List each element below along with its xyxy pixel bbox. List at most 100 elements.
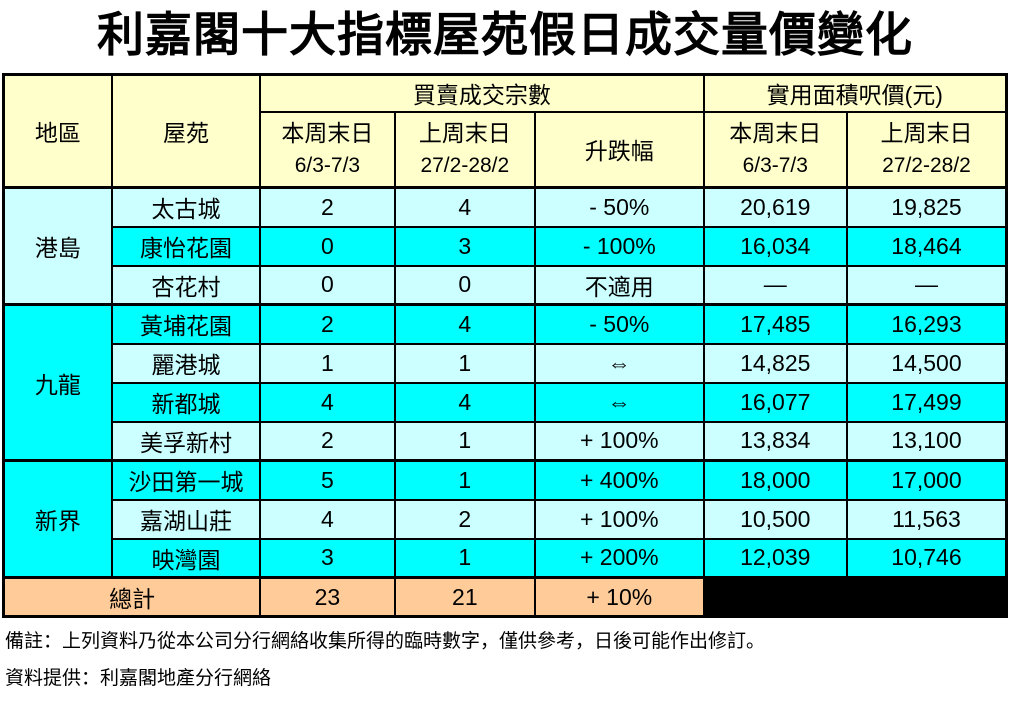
tx-this-week-cell: 0 bbox=[259, 264, 396, 306]
estate-cell: 麗港城 bbox=[110, 342, 262, 384]
price-last-week-cell: 17,000 bbox=[845, 459, 1008, 501]
header-price-this-week: 本周末日 6/3-7/3 bbox=[702, 110, 848, 189]
tx-this-week-cell: 5 bbox=[259, 459, 396, 501]
price-last-week-cell: 19,825 bbox=[845, 186, 1008, 228]
price-last-week-cell: 14,500 bbox=[845, 342, 1008, 384]
table-row: 杏花村 0 0 不適用 — — bbox=[4, 264, 1008, 306]
total-tx-last-week: 21 bbox=[393, 576, 537, 618]
tx-last-week-cell: 4 bbox=[393, 303, 537, 345]
page-title: 利嘉閣十大指標屋苑假日成交量價變化 bbox=[97, 8, 913, 61]
table-row: 美孚新村 2 1 + 100% 13,834 13,100 bbox=[4, 420, 1008, 462]
estate-cell: 美孚新村 bbox=[110, 420, 262, 462]
tx-this-week-cell: 2 bbox=[259, 303, 396, 345]
total-change: + 10% bbox=[534, 576, 705, 618]
estate-cell: 沙田第一城 bbox=[110, 459, 262, 501]
header-price-group: 實用面積呎價(元) bbox=[702, 73, 1008, 113]
tx-this-week-cell: 1 bbox=[259, 342, 396, 384]
transactions-table: 地區 屋苑 買賣成交宗數 實用面積呎價(元) 本周末日 6/3-7/3 上周末日… bbox=[2, 73, 1008, 619]
change-cell: + 400% bbox=[534, 459, 705, 501]
header-tx-last-week-dates: 27/2-28/2 bbox=[420, 153, 510, 177]
header-price-last-week: 上周末日 27/2-28/2 bbox=[845, 110, 1008, 189]
price-last-week-cell: 17,499 bbox=[845, 381, 1008, 423]
change-cell: + 100% bbox=[534, 420, 705, 462]
header-tx-this-week-label: 本周末日 bbox=[281, 120, 374, 147]
header-tx-last-week: 上周末日 27/2-28/2 bbox=[393, 110, 537, 189]
change-cell: + 200% bbox=[534, 537, 705, 579]
change-cell: ⇔ bbox=[534, 342, 705, 384]
price-this-week-cell: 14,825 bbox=[702, 342, 848, 384]
price-this-week-cell: 20,619 bbox=[702, 186, 848, 228]
estate-cell: 映灣園 bbox=[110, 537, 262, 579]
table-total: 總計 23 21 + 10% bbox=[2, 576, 1008, 618]
table-row: 新都城 4 4 ⇔ 16,077 17,499 bbox=[4, 381, 1008, 423]
price-last-week-cell: 11,563 bbox=[845, 498, 1008, 540]
header-price-this-week-label: 本周末日 bbox=[729, 120, 822, 147]
estate-cell: 黃埔花園 bbox=[110, 303, 262, 345]
header-tx-this-week: 本周末日 6/3-7/3 bbox=[259, 110, 396, 189]
header-price-last-week-label: 上周末日 bbox=[880, 120, 973, 147]
table-row: 九龍 黃埔花園 2 4- 50% 17,485 16,293 bbox=[2, 303, 1008, 462]
region-cell: 港島 bbox=[2, 186, 113, 306]
header-change: 升跌幅 bbox=[534, 110, 705, 189]
tx-last-week-cell: 3 bbox=[393, 225, 537, 267]
price-last-week-cell: 16,293 bbox=[845, 303, 1008, 345]
tx-last-week-cell: 4 bbox=[393, 381, 537, 423]
source-note: 資料提供：利嘉閣地產分行網絡 bbox=[5, 668, 272, 690]
table-row: 麗港城 1 1 ⇔ 14,825 14,500 bbox=[4, 342, 1008, 384]
price-this-week-cell: 17,485 bbox=[702, 303, 848, 345]
table-row: 嘉湖山莊 4 2 + 100% 10,500 11,563 bbox=[4, 498, 1008, 540]
header-price-last-week-dates: 27/2-28/2 bbox=[882, 153, 971, 177]
header-region: 地區 bbox=[2, 73, 113, 189]
header-tx-this-week-dates: 6/3-7/3 bbox=[294, 153, 361, 177]
tx-last-week-cell: 0 bbox=[393, 264, 537, 306]
change-cell: 不適用 bbox=[534, 264, 705, 306]
change-cell: - 50% bbox=[534, 303, 705, 345]
estate-cell: 新都城 bbox=[110, 381, 262, 423]
footnote: 備註：上列資料乃從本公司分行網絡收集所得的臨時數字，僅供參考，日後可能作出修訂。 bbox=[5, 631, 766, 653]
header-transactions-group: 買賣成交宗數 bbox=[259, 73, 705, 113]
price-this-week-cell: 16,077 bbox=[702, 381, 848, 423]
header-estate: 屋苑 bbox=[110, 73, 262, 189]
table-row: 康怡花園 0 3- 100% 16,034 18,464 bbox=[4, 225, 1008, 267]
change-cell: - 100% bbox=[534, 225, 705, 267]
region-cell: 九龍 bbox=[2, 303, 113, 462]
table-header: 地區 屋苑 買賣成交宗數 實用面積呎價(元) 本周末日 6/3-7/3 上周末日… bbox=[2, 73, 1008, 189]
total-tx-this-week: 23 bbox=[259, 576, 396, 618]
tx-last-week-cell: 1 bbox=[393, 342, 537, 384]
table-row: 港島 太古城 2 4- 50% 20,619 19,825 bbox=[2, 186, 1008, 306]
table-row: 新界 沙田第一城 5 1 + 400% 18,000 17,000 bbox=[2, 459, 1008, 579]
tx-last-week-cell: 1 bbox=[393, 459, 537, 501]
header-tx-last-week-label: 上周末日 bbox=[418, 120, 511, 147]
price-this-week-cell: 10,500 bbox=[702, 498, 848, 540]
price-last-week-cell: 10,746 bbox=[845, 537, 1008, 579]
tx-this-week-cell: 3 bbox=[259, 537, 396, 579]
tx-this-week-cell: 2 bbox=[259, 420, 396, 462]
price-last-week-cell: 18,464 bbox=[845, 225, 1008, 267]
price-this-week-cell: 18,000 bbox=[702, 459, 848, 501]
tx-this-week-cell: 0 bbox=[259, 225, 396, 267]
region-cell: 新界 bbox=[2, 459, 113, 579]
estate-cell: 嘉湖山莊 bbox=[110, 498, 262, 540]
tx-last-week-cell: 1 bbox=[393, 537, 537, 579]
tx-last-week-cell: 1 bbox=[393, 420, 537, 462]
change-cell: + 100% bbox=[534, 498, 705, 540]
total-label: 總計 bbox=[2, 576, 262, 618]
price-this-week-cell: 12,039 bbox=[702, 537, 848, 579]
price-this-week-cell: 13,834 bbox=[702, 420, 848, 462]
price-last-week-cell: 13,100 bbox=[845, 420, 1008, 462]
tx-this-week-cell: 2 bbox=[259, 186, 396, 228]
tx-this-week-cell: 4 bbox=[259, 381, 396, 423]
change-cell: - 50% bbox=[534, 186, 705, 228]
tx-last-week-cell: 4 bbox=[393, 186, 537, 228]
total-blank-cell bbox=[702, 576, 1008, 618]
estate-cell: 康怡花園 bbox=[110, 225, 262, 267]
table-body: 港島 太古城 2 4- 50% 20,619 19,825 康怡花園 0 3- 100% 16,0… bbox=[2, 186, 1008, 579]
price-this-week-cell: 16,034 bbox=[702, 225, 848, 267]
tx-this-week-cell: 4 bbox=[259, 498, 396, 540]
header-price-this-week-dates: 6/3-7/3 bbox=[742, 153, 808, 177]
estate-cell: 太古城 bbox=[110, 186, 262, 228]
estate-cell: 杏花村 bbox=[110, 264, 262, 306]
tx-last-week-cell: 2 bbox=[393, 498, 537, 540]
total-row: 總計 23 21 + 10% bbox=[2, 576, 1008, 618]
